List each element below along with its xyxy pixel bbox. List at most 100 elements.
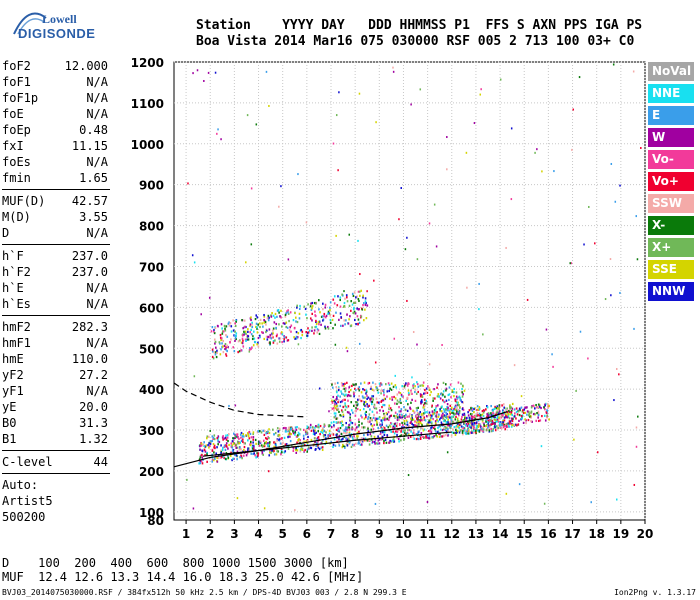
- noise-point: [374, 361, 377, 364]
- echo-point: [438, 425, 441, 428]
- echo-point: [211, 435, 214, 438]
- legend-item: W: [648, 128, 694, 147]
- echo-point: [287, 427, 290, 430]
- echo-point: [411, 398, 413, 401]
- echo-point: [439, 428, 442, 431]
- echo-point: [422, 435, 424, 438]
- echo-point: [355, 426, 358, 429]
- echo-point: [305, 313, 307, 316]
- echo-point: [314, 429, 316, 432]
- echo-point: [276, 439, 278, 442]
- echo-point: [329, 434, 332, 437]
- echo-point: [450, 434, 453, 437]
- echo-point: [324, 306, 327, 309]
- param-value: N/A: [86, 91, 108, 105]
- echo-point: [230, 330, 233, 333]
- echo-point: [336, 304, 339, 307]
- echo-point: [352, 308, 355, 311]
- noise-point: [216, 324, 219, 327]
- echo-point: [331, 383, 333, 386]
- noise-point: [428, 363, 431, 366]
- echo-point: [407, 436, 410, 439]
- echo-point: [478, 407, 481, 410]
- echo-point: [443, 408, 445, 411]
- header-line-1: Station YYYY DAY DDD HHMMSS P1 FFS S AXN…: [196, 18, 643, 33]
- echo-point: [372, 431, 375, 434]
- echo-point: [469, 417, 472, 420]
- echo-point: [483, 422, 485, 425]
- echo-point: [491, 422, 494, 426]
- echo-point: [415, 392, 418, 395]
- echo-point: [389, 407, 392, 410]
- echo-point: [541, 414, 543, 418]
- echo-point: [389, 397, 391, 400]
- echo-point: [213, 457, 216, 460]
- echo-point: [380, 438, 383, 441]
- echo-point: [388, 407, 390, 411]
- echo-point: [294, 337, 296, 340]
- param-value: 1.65: [79, 171, 108, 185]
- echo-point: [356, 307, 358, 310]
- echo-point: [211, 458, 214, 461]
- echo-point: [467, 411, 469, 414]
- echo-point: [308, 329, 311, 332]
- echo-point: [340, 414, 343, 417]
- noise-point: [478, 282, 480, 285]
- echo-point: [232, 319, 234, 322]
- echo-point: [270, 314, 272, 317]
- echo-point: [213, 446, 215, 449]
- echo-point: [368, 413, 371, 416]
- echo-point: [319, 433, 321, 436]
- echo-point: [301, 448, 304, 452]
- echo-point: [369, 438, 371, 442]
- echo-point: [514, 412, 516, 415]
- echo-point: [364, 303, 367, 307]
- echo-point: [298, 307, 301, 310]
- echo-point: [448, 386, 451, 389]
- echo-point: [206, 451, 209, 455]
- echo-point: [452, 420, 454, 424]
- echo-point: [417, 390, 420, 394]
- echo-point: [315, 431, 317, 434]
- echo-point: [320, 442, 323, 445]
- echo-point: [242, 433, 245, 436]
- echo-point: [323, 429, 325, 432]
- echo-point: [357, 387, 360, 390]
- echo-point: [365, 414, 367, 417]
- echo-point: [366, 439, 369, 442]
- echo-point: [258, 440, 261, 443]
- echo-point: [214, 342, 216, 345]
- echo-point: [341, 399, 344, 402]
- echo-point: [217, 456, 220, 460]
- echo-point: [323, 424, 326, 427]
- echo-point: [420, 413, 423, 416]
- echo-point: [262, 439, 265, 442]
- echo-point: [371, 424, 373, 427]
- echo-point: [509, 404, 511, 407]
- echo-point: [255, 442, 257, 445]
- echo-point: [257, 452, 260, 455]
- echo-point: [298, 317, 301, 320]
- echo-point: [201, 456, 204, 459]
- echo-point: [502, 423, 504, 426]
- echo-point: [482, 428, 485, 431]
- echo-point: [371, 395, 373, 398]
- echo-point: [461, 391, 464, 394]
- echo-point: [490, 416, 493, 419]
- echo-point: [363, 417, 366, 420]
- echo-point: [353, 392, 355, 395]
- param-row: fmin 1.65: [2, 170, 110, 186]
- echo-point: [378, 382, 381, 385]
- echo-point: [405, 382, 407, 385]
- echo-point: [277, 430, 280, 433]
- echo-point: [508, 409, 510, 413]
- echo-point: [238, 437, 240, 440]
- echo-point: [360, 382, 362, 385]
- echo-point: [413, 383, 415, 386]
- echo-point: [501, 413, 503, 416]
- echo-point: [361, 399, 364, 403]
- noise-point: [479, 93, 482, 96]
- echo-point: [453, 391, 455, 394]
- noise-point: [406, 236, 408, 239]
- echo-point: [304, 448, 306, 452]
